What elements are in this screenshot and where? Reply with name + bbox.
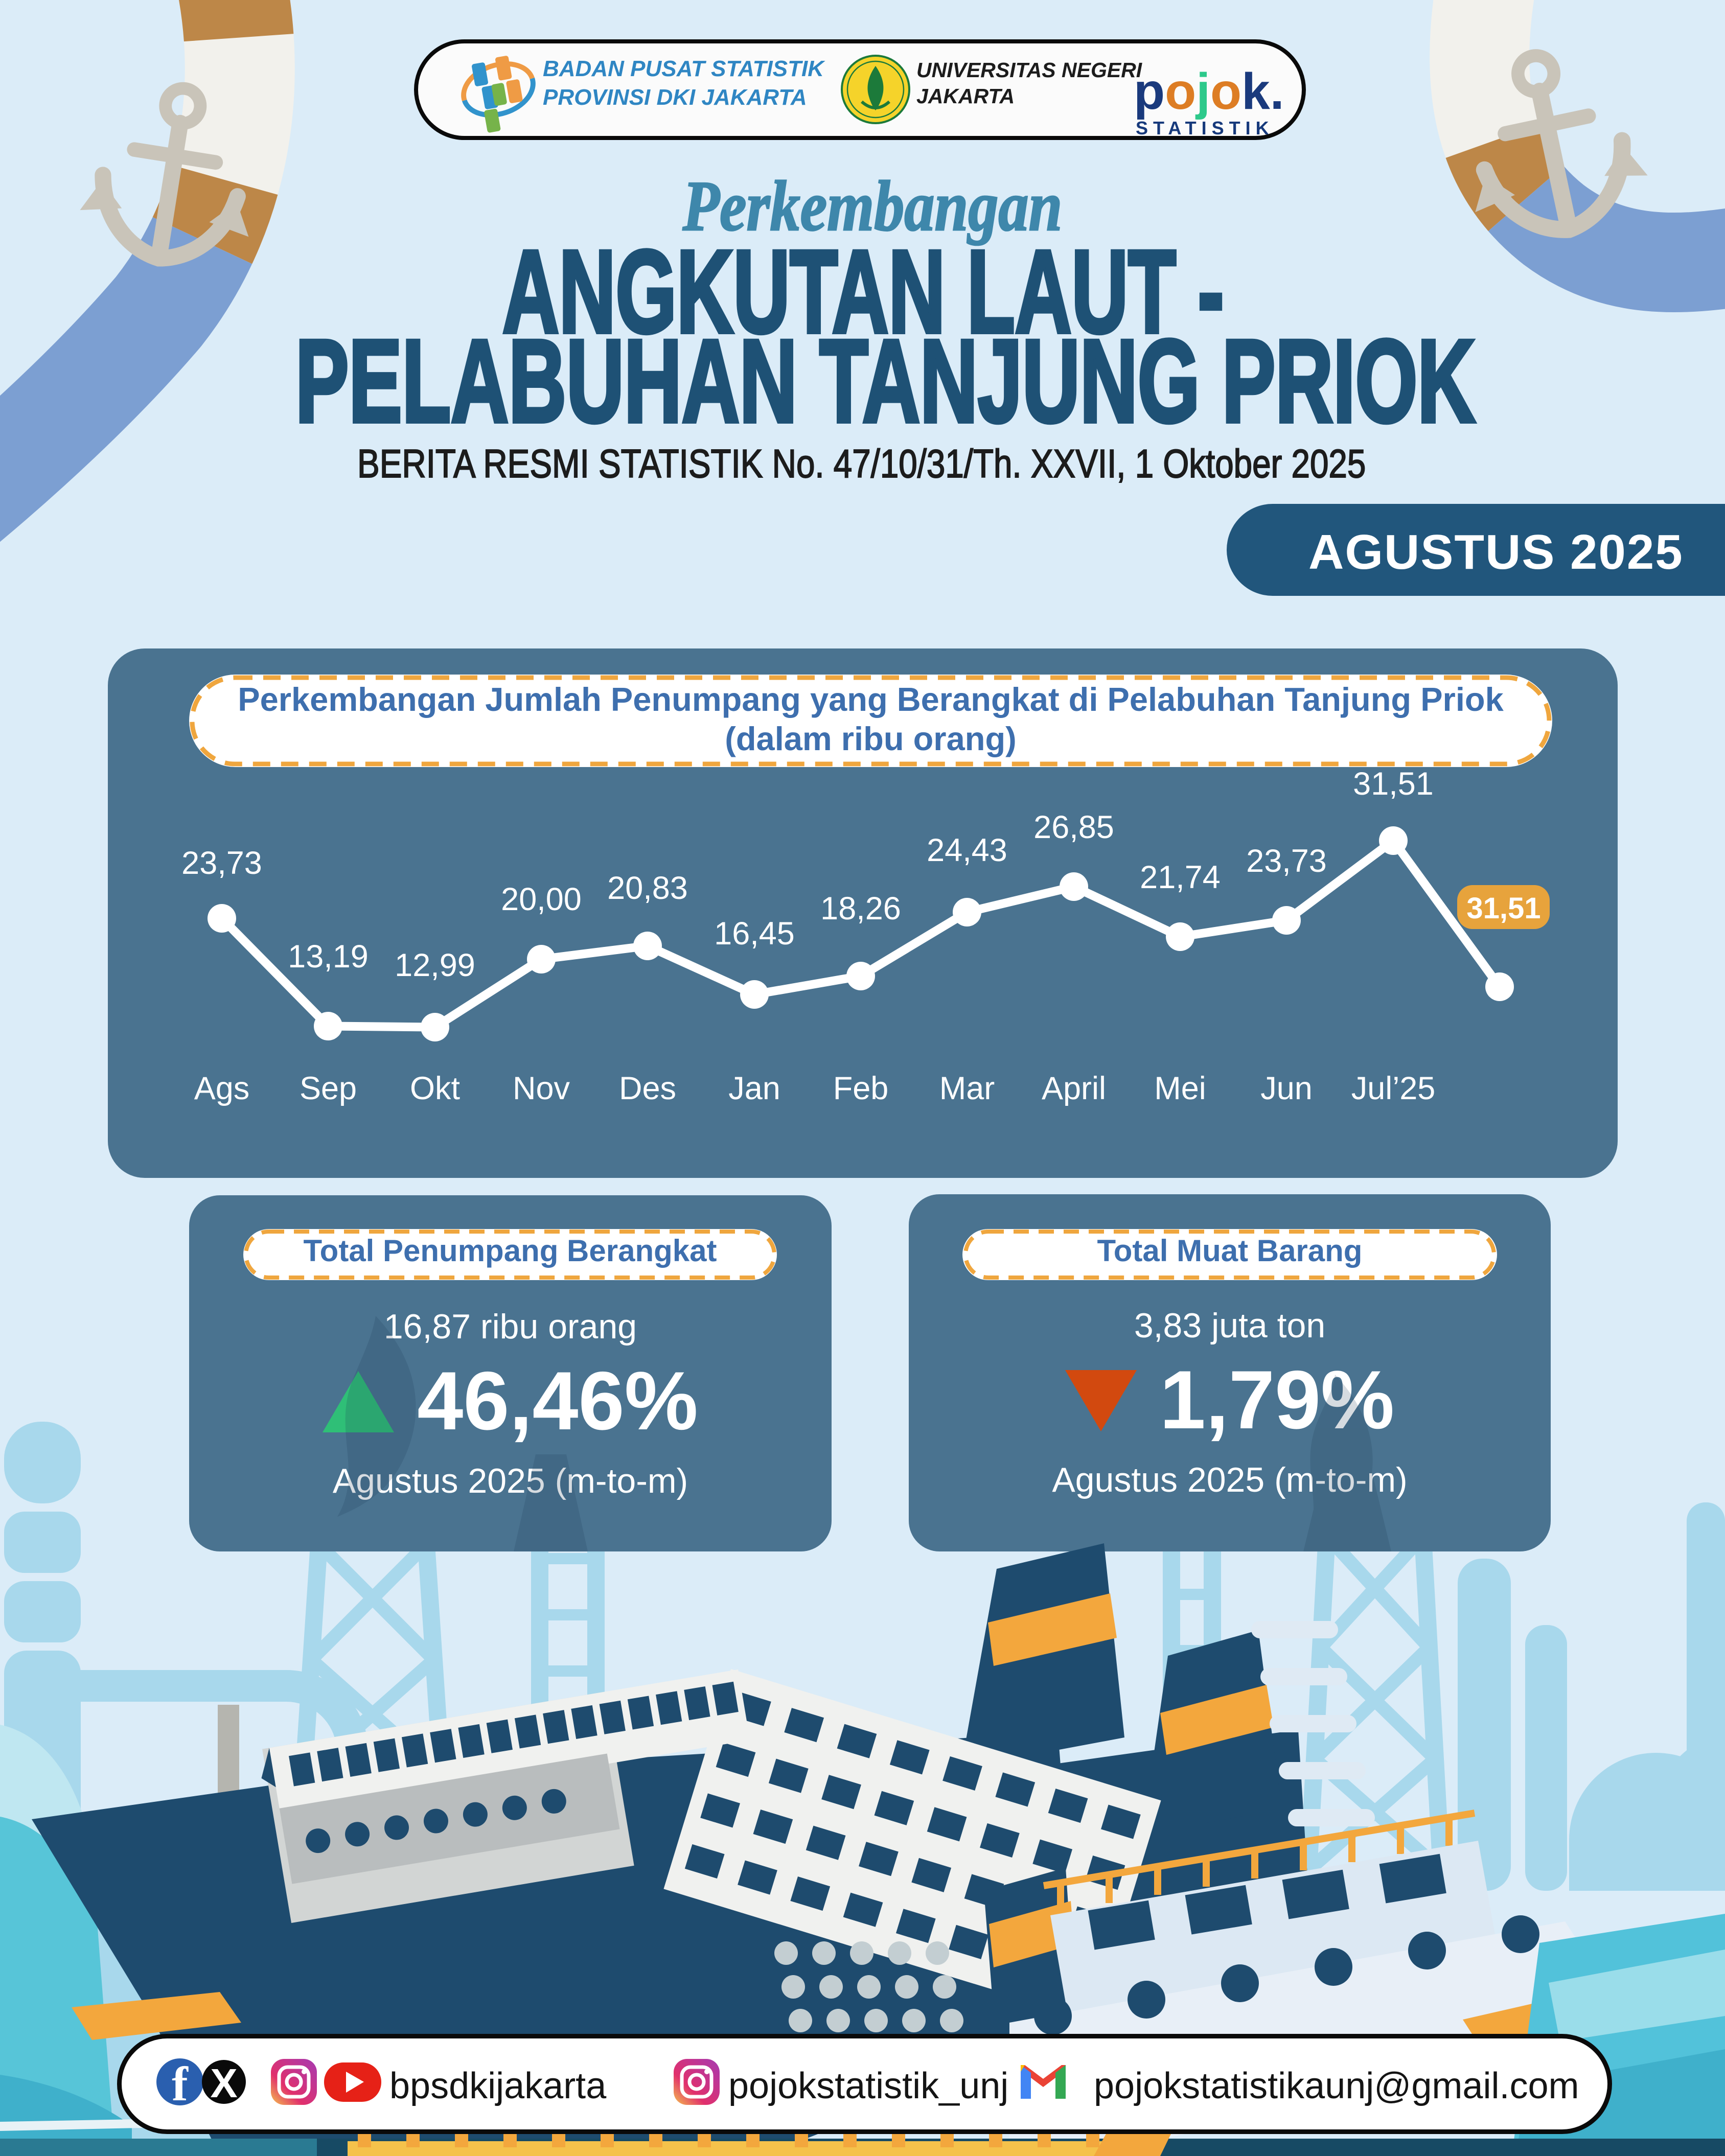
svg-text:Sep: Sep: [300, 1071, 357, 1106]
svg-text:pojok.: pojok.: [1134, 63, 1284, 120]
svg-text:PELABUHAN TANJUNG PRIOK: PELABUHAN TANJUNG PRIOK: [295, 315, 1475, 447]
svg-text:18,26: 18,26: [820, 891, 901, 926]
svg-text:13,19: 13,19: [288, 939, 369, 975]
svg-text:31,51: 31,51: [1466, 892, 1540, 925]
svg-text:f: f: [172, 2057, 189, 2111]
svg-text:20,00: 20,00: [501, 882, 582, 917]
svg-text:23,73: 23,73: [181, 845, 262, 881]
svg-text:Jul’25: Jul’25: [1351, 1071, 1436, 1106]
svg-text:Jan: Jan: [728, 1071, 780, 1106]
svg-text:Okt: Okt: [410, 1071, 461, 1106]
svg-text:26,85: 26,85: [1033, 809, 1114, 845]
svg-text:Des: Des: [619, 1071, 676, 1106]
svg-text:Perkembangan: Perkembangan: [682, 169, 1063, 246]
svg-text:21,74: 21,74: [1140, 860, 1221, 895]
svg-text:16,45: 16,45: [714, 916, 795, 952]
svg-text:Feb: Feb: [833, 1071, 889, 1106]
svg-text:24,43: 24,43: [927, 832, 1007, 868]
svg-text:Mei: Mei: [1154, 1071, 1206, 1106]
svg-text:April: April: [1042, 1071, 1106, 1106]
svg-text:Jun: Jun: [1260, 1071, 1313, 1106]
svg-text:Ags: Ags: [194, 1071, 250, 1106]
svg-text:STATISTIK: STATISTIK: [1136, 118, 1274, 138]
svg-text:ANGKUTAN LAUT -: ANGKUTAN LAUT -: [502, 226, 1224, 357]
svg-text:12,99: 12,99: [395, 947, 475, 983]
svg-text:20,83: 20,83: [607, 870, 688, 906]
svg-text:31,51: 31,51: [1353, 766, 1434, 802]
svg-text:BERITA RESMI STATISTIK No. 47/: BERITA RESMI STATISTIK No. 47/10/31/Th. …: [357, 442, 1366, 486]
svg-text:X: X: [210, 2060, 237, 2106]
svg-text:Nov: Nov: [513, 1071, 570, 1106]
svg-text:23,73: 23,73: [1246, 843, 1327, 879]
svg-text:Mar: Mar: [939, 1071, 995, 1106]
